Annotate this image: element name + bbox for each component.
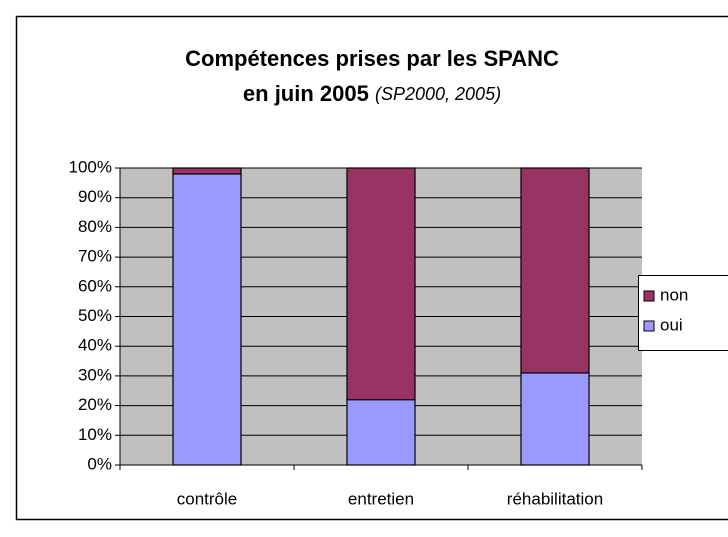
y-tick-label: 10% (78, 425, 112, 444)
x-tick-label: réhabilitation (507, 489, 603, 508)
chart-title-line: en juin 2005 (SP2000, 2005) (243, 81, 501, 106)
y-tick-label: 90% (78, 187, 112, 206)
chart-title: Compétences prises par les SPANC (185, 46, 559, 71)
bar-segment (346, 167, 416, 401)
y-tick-label: 80% (78, 217, 112, 236)
x-tick-label: contrôle (177, 489, 237, 508)
x-tick-label: entretien (348, 489, 414, 508)
bar-segment (172, 173, 242, 466)
y-tick-label: 40% (78, 336, 112, 355)
y-tick-label: 70% (78, 247, 112, 266)
bar-segment (172, 167, 242, 175)
chart-title: en juin 2005 (243, 81, 369, 106)
bar-segment (520, 372, 590, 466)
y-tick-label: 20% (78, 395, 112, 414)
legend-label: oui (660, 315, 683, 334)
chart-source: (SP2000, 2005) (375, 84, 501, 104)
legend-swatch (643, 320, 655, 332)
legend-box (638, 275, 728, 351)
bar-segment (346, 399, 416, 466)
y-tick-label: 100% (69, 157, 112, 176)
y-tick-label: 60% (78, 276, 112, 295)
y-tick-label: 50% (78, 306, 112, 325)
legend-swatch (643, 290, 655, 302)
y-tick-label: 0% (87, 454, 112, 473)
legend-label: non (660, 285, 688, 304)
y-tick-label: 30% (78, 365, 112, 384)
bar-segment (520, 167, 590, 374)
